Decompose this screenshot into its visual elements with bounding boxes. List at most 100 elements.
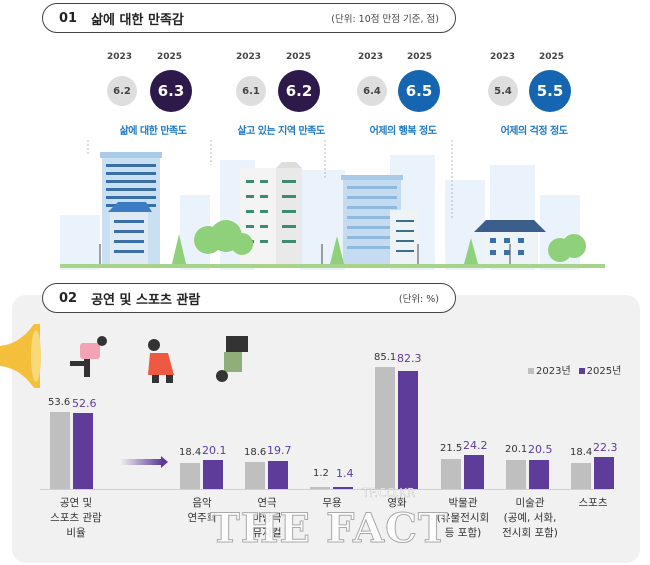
category-label: 무용 [302, 496, 362, 511]
value-label-2025: 1.4 [336, 467, 354, 480]
year-label: 2025 [407, 52, 433, 62]
bar-2025 [594, 457, 614, 489]
year-label: 2025 [286, 52, 312, 62]
category-line: 영화 [387, 497, 407, 509]
bar-2025 [203, 460, 223, 489]
value-label-2023: 20.1 [505, 444, 528, 455]
category-line: 박물관 [448, 497, 478, 509]
value-label-2025: 20.5 [528, 443, 553, 456]
value-circle-2025: 6.2 [278, 70, 320, 112]
category-line: (공예, 서화, [503, 512, 557, 524]
year-label: 2023 [358, 52, 384, 62]
chart-panel [12, 295, 640, 563]
category-label: 영화 [367, 496, 427, 511]
category-line: 마당극 [252, 512, 282, 524]
satisfaction-label: 삶에 대한 만족도 [119, 126, 187, 137]
value-label-2025: 19.7 [267, 444, 292, 457]
value-label-2023: 21.5 [440, 443, 463, 454]
section-number: 02 [59, 290, 78, 306]
value-circle-2023: 6.1 [236, 76, 266, 106]
arrow-icon [120, 456, 168, 468]
bar-2023 [310, 487, 330, 489]
bar-2023 [50, 412, 70, 489]
x-axis-line [40, 489, 610, 490]
bar-2023 [180, 463, 200, 489]
bar-chart: 53.6 52.6 18.4 20.1 18.6 19.7 1.2 1.4 85… [48, 352, 618, 489]
year-label: 2023 [107, 52, 133, 62]
year-label: 2025 [539, 52, 565, 62]
value-circle-2025: 6.5 [398, 70, 440, 112]
satisfaction-item-life: 2023 2025 6.2 6.3 삶에 대한 만족도 [100, 52, 230, 142]
bar-2025 [73, 413, 93, 489]
category-label: 음악 연주회 [172, 496, 232, 526]
bar-2023 [245, 462, 265, 489]
chart-legend: 2023년 2025년 [528, 362, 621, 377]
section-title: 공연 및 스포츠 관람 [91, 292, 201, 308]
satisfaction-label: 어제의 행복 정도 [369, 126, 437, 137]
value-circle-2023: 6.2 [107, 76, 137, 106]
value-label-2025: 20.1 [202, 444, 227, 457]
value-label-2025: 82.3 [397, 352, 422, 365]
category-label: 연극 마당극 뮤지컬 [237, 496, 297, 541]
satisfaction-item-worry: 2023 2025 5.4 5.5 어제의 걱정 정도 [485, 52, 615, 142]
value-label-2023: 18.4 [570, 447, 593, 458]
year-label: 2023 [236, 52, 262, 62]
category-line: 연주회 [187, 512, 217, 524]
value-label-2025: 24.2 [463, 439, 488, 452]
bar-2023 [375, 367, 395, 489]
section-unit: (단위: 10점 만점 기준, 점) [331, 14, 439, 25]
legend-item-2025: 2025년 [578, 362, 622, 377]
category-line: 스포츠 [578, 497, 608, 509]
category-line: (유물전시회 [436, 512, 490, 524]
category-line: 전시회 포함) [502, 527, 558, 539]
legend-swatch [578, 368, 585, 374]
value-label-2023: 85.1 [374, 352, 397, 363]
legend-swatch [528, 368, 534, 374]
bar-2025 [529, 460, 549, 489]
bar-2025 [464, 455, 484, 489]
watermark-url: TF.CO.KR [362, 486, 416, 500]
value-label-2023: 53.6 [48, 397, 71, 408]
legend-label: 2023년 [536, 366, 571, 377]
satisfaction-item-happiness: 2023 2025 6.4 6.5 어제의 행복 정도 [352, 52, 482, 142]
value-circle-2023: 6.4 [357, 76, 387, 106]
value-label-2025: 52.6 [72, 397, 97, 410]
value-label-2023: 18.6 [244, 447, 267, 458]
section-number: 01 [59, 10, 78, 26]
category-line: 무용 [322, 497, 342, 509]
year-label: 2023 [490, 52, 516, 62]
value-circle-2025: 5.5 [529, 70, 571, 112]
dancer-pink-icon [70, 336, 107, 377]
category-label: 박물관 (유물전시회 등 포함) [426, 496, 500, 541]
value-label-2023: 18.4 [179, 447, 202, 458]
trumpet-horn-icon [0, 324, 41, 388]
section-title: 삶에 대한 만족감 [91, 12, 184, 28]
category-line: 스포츠 관람 [50, 512, 102, 524]
category-label: 스포츠 [563, 496, 623, 511]
category-line: 미술관 [515, 497, 545, 509]
legend-item-2023: 2023년 [528, 362, 571, 377]
section-header-life-satisfaction: 01 삶에 대한 만족감 (단위: 10점 만점 기준, 점) [42, 3, 456, 33]
value-circle-2025: 6.3 [150, 70, 192, 112]
value-circle-2023: 5.4 [488, 76, 518, 106]
legend-label: 2025년 [586, 366, 622, 377]
bar-2023 [441, 459, 461, 489]
dancer-breakdance-icon [216, 336, 248, 382]
bar-2023 [506, 460, 526, 489]
watermark-logo: THE FACT [210, 505, 449, 553]
value-label-2023: 1.2 [313, 468, 329, 479]
satisfaction-item-region: 2023 2025 6.1 6.2 살고 있는 지역 만족도 [230, 52, 360, 142]
year-label: 2025 [157, 52, 183, 62]
dancer-red-icon [148, 339, 174, 383]
bar-2025 [398, 371, 418, 489]
category-label: 미술관 (공예, 서화, 전시회 포함) [492, 496, 568, 541]
category-line: 공연 및 [59, 497, 93, 509]
satisfaction-label: 살고 있는 지역 만족도 [237, 126, 325, 137]
category-line: 등 포함) [444, 527, 482, 539]
section-header-performance-sports: 02 공연 및 스포츠 관람 (단위: %) [42, 283, 456, 313]
city-illustration [60, 140, 605, 270]
category-label: 공연 및 스포츠 관람 비율 [40, 496, 112, 541]
bar-2025 [333, 487, 353, 489]
value-label-2025: 22.3 [593, 441, 618, 454]
section-unit: (단위: %) [398, 294, 439, 305]
